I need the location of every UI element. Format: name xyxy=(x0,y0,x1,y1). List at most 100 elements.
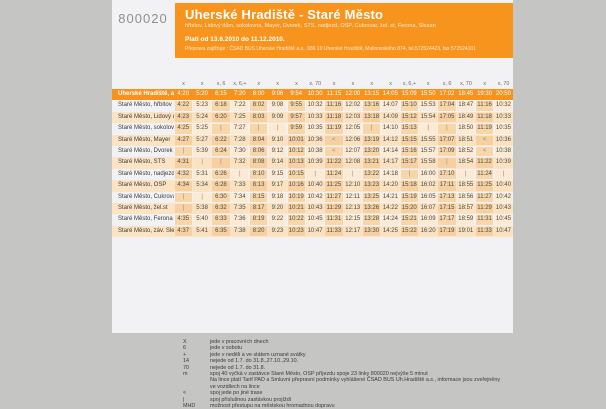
time-value: 4:31 xyxy=(174,158,192,168)
time-cell: < xyxy=(325,146,344,157)
time-cell: | xyxy=(268,123,287,134)
time-cell: 6:30 xyxy=(212,192,231,203)
time-cell: | xyxy=(231,169,250,180)
time-cell: 10:42 xyxy=(494,192,513,203)
time-cell: 11:22 xyxy=(325,157,344,168)
time-cell: | xyxy=(494,169,513,180)
time-value: 10:43 xyxy=(494,203,513,214)
time-cell: 12:07 xyxy=(344,146,363,157)
time-value: 7:38 xyxy=(231,226,249,237)
time-cell: 16:09 xyxy=(419,214,438,225)
pass-through-mark: | xyxy=(400,169,418,180)
time-cell: 7:38 xyxy=(231,226,250,237)
time-cell: 8:17 xyxy=(249,203,268,214)
time-value: 9:10 xyxy=(268,135,287,145)
time-value: 14:17 xyxy=(381,158,400,168)
legend-text: spoj jede po jiné trase xyxy=(210,390,263,397)
time-value: 9:08 xyxy=(268,101,287,111)
day-code-label: x, 6,+ xyxy=(402,81,417,87)
legend-text: ve vozidlech na lince xyxy=(210,383,260,390)
time-value: 14:10 xyxy=(381,124,400,134)
time-value: 13:15 xyxy=(364,91,380,97)
time-cell: 15:17 xyxy=(400,157,419,168)
time-cell: 16:07 xyxy=(419,203,438,214)
time-cell: 11:16 xyxy=(325,100,344,111)
time-value: 5:41 xyxy=(193,226,211,237)
legend-text: spoj příslušnou zastávkou projíždí xyxy=(210,396,292,403)
time-value: 10:35 xyxy=(494,124,513,134)
time-value: 10:42 xyxy=(306,192,324,202)
time-value: 11:18 xyxy=(475,112,494,123)
time-cell: 5:20 xyxy=(193,89,212,100)
time-cell: 12:10 xyxy=(344,180,363,191)
stop-name: Staré Město, sokolovna xyxy=(118,125,174,132)
time-cell: 12:13 xyxy=(344,203,363,214)
time-cell: 10:43 xyxy=(306,203,325,214)
time-value: 12:17 xyxy=(344,226,362,237)
time-cell: 10:12 xyxy=(287,146,306,157)
legend-symbol: 6 xyxy=(183,345,186,352)
time-value: 13:19 xyxy=(362,135,381,145)
pass-through-mark: | xyxy=(362,124,381,134)
time-cell: 15:15 xyxy=(400,135,419,146)
time-cell: 19:30 xyxy=(475,89,494,100)
legend-symbol: m xyxy=(183,371,188,378)
pass-through-mark: | xyxy=(457,169,475,180)
time-cell: 7:33 xyxy=(231,180,250,191)
time-value: 16:02 xyxy=(419,181,437,191)
time-value: 12:10 xyxy=(344,181,362,191)
time-value: 4:32 xyxy=(174,169,192,180)
time-value: 18:50 xyxy=(457,124,475,134)
day-code-label: x, 70 xyxy=(497,81,510,87)
time-value: 11:16 xyxy=(475,101,494,111)
timetable-row: Staré Město, žel.st | 5:38 6:32 7:35 8:17 9:20… xyxy=(112,202,513,215)
time-cell: 6:18 xyxy=(212,100,231,111)
time-cell: 18:55 xyxy=(457,180,476,191)
time-cell: 10:36 xyxy=(306,135,325,146)
time-cell: 9:06 xyxy=(268,89,287,100)
time-cell: 19:01 xyxy=(457,226,476,237)
time-cell: 12:08 xyxy=(344,157,363,168)
time-value: 8:20 xyxy=(249,226,268,237)
time-value: 15:58 xyxy=(419,158,437,168)
time-value: 15:22 xyxy=(400,226,418,237)
route-stops-subtitle: hřbitov, Lidový dům, sokolovna, Mayer, D… xyxy=(185,23,436,29)
time-value: 12:03 xyxy=(344,112,362,123)
time-value: 13:22 xyxy=(362,169,381,180)
legend-text: jede v sobotu xyxy=(210,345,243,352)
day-code-label: x xyxy=(483,81,487,87)
other-route-mark: < xyxy=(325,135,343,145)
other-route-mark: < xyxy=(475,146,494,157)
time-cell: 4:35 xyxy=(174,214,193,225)
time-cell: 9:17 xyxy=(268,180,287,191)
time-value: 11:27 xyxy=(325,192,343,202)
time-value: 11:33 xyxy=(475,226,494,237)
time-cell: 11:27 xyxy=(325,192,344,203)
time-value: 14:24 xyxy=(381,215,400,225)
time-cell: 11:22 xyxy=(475,157,494,168)
time-value: 15:13 xyxy=(400,124,418,134)
time-cell: 9:55 xyxy=(287,100,306,111)
time-cell: 10:43 xyxy=(494,203,513,214)
time-value: 14:22 xyxy=(381,203,400,214)
time-cell: 13:26 xyxy=(362,203,381,214)
day-code-label: x, 70 xyxy=(460,81,472,87)
time-cell: 9:57 xyxy=(287,112,306,123)
time-cell: 13:19 xyxy=(362,135,381,146)
time-cell: 13:15 xyxy=(362,89,381,100)
time-cell: 6:24 xyxy=(212,146,231,157)
time-value: 12:13 xyxy=(344,203,362,214)
time-value: 15:17 xyxy=(400,158,418,168)
time-cell: 16:20 xyxy=(419,226,438,237)
time-value: 8:13 xyxy=(249,181,268,191)
time-cell: 6:20 xyxy=(212,112,231,123)
time-cell: 10:38 xyxy=(306,146,325,157)
time-cell: 8:10 xyxy=(249,169,268,180)
time-value: 14:20 xyxy=(381,181,400,191)
time-value: 15:50 xyxy=(420,91,436,97)
time-cell: 6:15 xyxy=(212,89,231,100)
time-value: 18:45 xyxy=(458,91,474,97)
time-cell: 18:45 xyxy=(457,89,476,100)
